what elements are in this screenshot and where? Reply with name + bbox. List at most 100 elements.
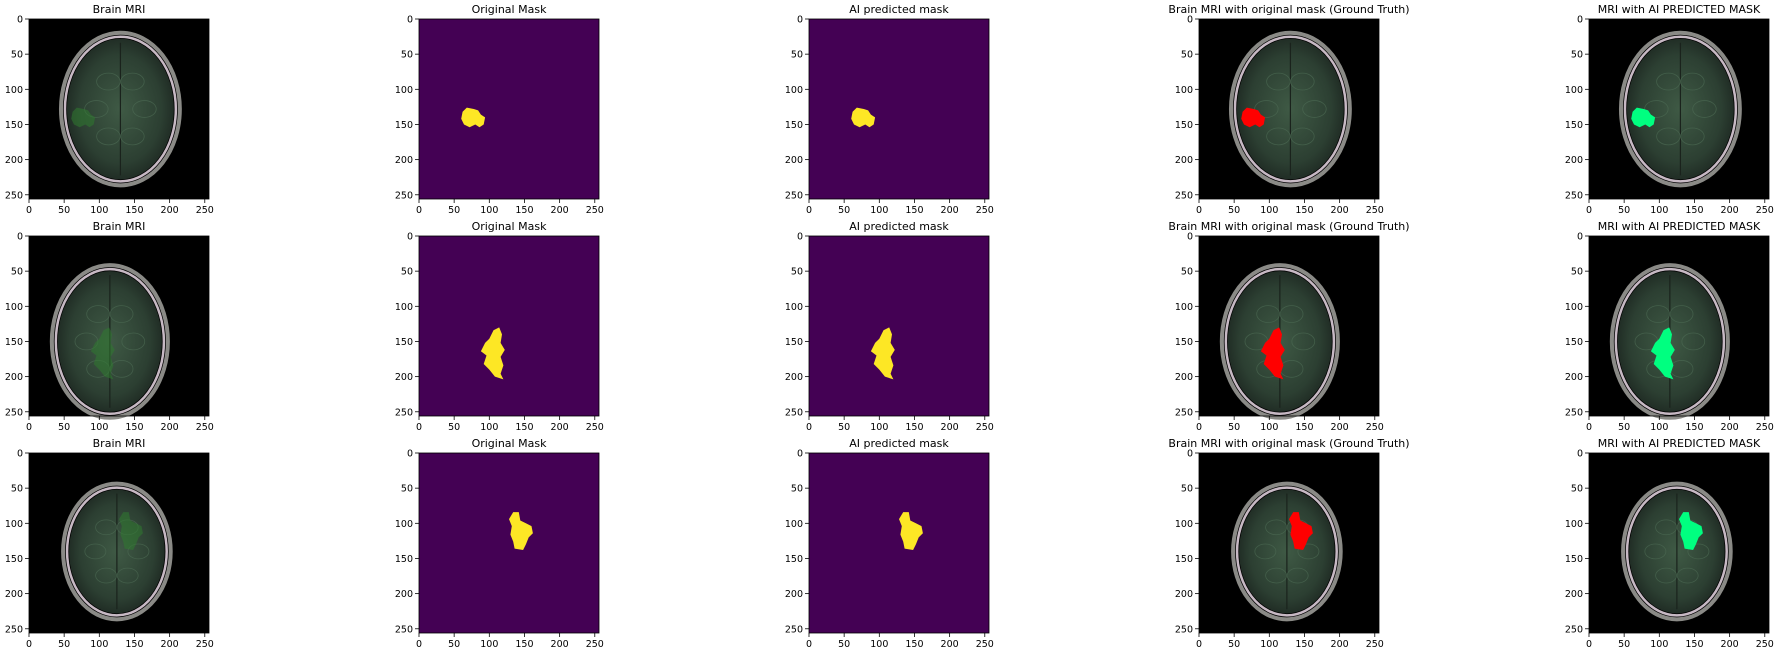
- panel-title: AI predicted mask: [849, 437, 949, 450]
- x-tick-label: 200: [1331, 422, 1349, 433]
- x-tick-label: 100: [1650, 639, 1668, 650]
- x-tick-label: 0: [1586, 205, 1592, 216]
- x-tick-label: 150: [905, 639, 923, 650]
- y-tick-label: 150: [5, 120, 23, 131]
- y-tick-label: 0: [407, 15, 413, 26]
- x-tick-label: 250: [196, 422, 214, 433]
- y-tick-label: 50: [401, 50, 413, 61]
- y-tick-label: 100: [785, 519, 803, 530]
- x-tick-label: 100: [870, 422, 888, 433]
- x-tick-label: 50: [1228, 422, 1240, 433]
- y-tick-label: 50: [791, 50, 803, 61]
- y-tick-label: 150: [5, 337, 23, 348]
- y-tick-label: 100: [1565, 302, 1583, 313]
- y-tick-label: 0: [1187, 449, 1193, 460]
- x-tick-label: 150: [515, 639, 533, 650]
- y-tick-label: 200: [785, 589, 803, 600]
- panel-title: Brain MRI: [93, 220, 146, 233]
- x-tick-label: 250: [196, 639, 214, 650]
- x-tick-label: 100: [480, 205, 498, 216]
- x-tick-label: 100: [90, 205, 108, 216]
- y-tick-label: 100: [1565, 519, 1583, 530]
- y-tick-label: 200: [5, 372, 23, 383]
- y-tick-label: 250: [1175, 407, 1193, 418]
- x-tick-label: 200: [941, 639, 959, 650]
- y-tick-label: 0: [407, 232, 413, 243]
- panel-overlay-gt: Brain MRI with original mask (Ground Tru…: [1168, 437, 1409, 650]
- y-tick-label: 50: [11, 50, 23, 61]
- panel-mri: Brain MRI 0 0 50 50 100 100 150 150 200 200 250 250: [5, 437, 214, 650]
- x-tick-label: 0: [1196, 422, 1202, 433]
- y-tick-label: 0: [797, 449, 803, 460]
- x-tick-label: 0: [416, 205, 422, 216]
- x-tick-label: 50: [1228, 205, 1240, 216]
- panel-mask-pred: AI predicted mask 0 0 50 50 100 100 150 150 200 20…: [785, 220, 994, 433]
- panel-mask-pred: AI predicted mask 0 0 50 50 100 100 150 150 200 20…: [785, 3, 994, 216]
- panel-mask: Original Mask 0 0 50 50 100 100 150 150 200 200 250…: [395, 220, 604, 433]
- x-tick-label: 250: [1366, 205, 1384, 216]
- panel-title: Original Mask: [472, 3, 548, 16]
- y-tick-label: 150: [785, 337, 803, 348]
- y-tick-label: 200: [1565, 589, 1583, 600]
- y-tick-label: 50: [791, 267, 803, 278]
- x-tick-label: 150: [1295, 205, 1313, 216]
- x-tick-label: 150: [1295, 639, 1313, 650]
- y-tick-label: 200: [1565, 372, 1583, 383]
- panel-overlay-pred: MRI with AI PREDICTED MASK 0 0 50 50 100 100 15…: [1565, 220, 1774, 433]
- y-tick-label: 200: [395, 372, 413, 383]
- y-tick-label: 50: [11, 484, 23, 495]
- y-tick-label: 0: [797, 15, 803, 26]
- y-tick-label: 50: [401, 484, 413, 495]
- x-tick-label: 200: [941, 422, 959, 433]
- y-tick-label: 250: [785, 407, 803, 418]
- x-tick-label: 150: [125, 639, 143, 650]
- y-tick-label: 0: [1577, 232, 1583, 243]
- y-tick-label: 100: [785, 302, 803, 313]
- x-tick-label: 200: [941, 205, 959, 216]
- y-tick-label: 250: [1175, 190, 1193, 201]
- y-tick-label: 200: [785, 155, 803, 166]
- mask-background: [419, 19, 599, 199]
- x-tick-label: 150: [1685, 639, 1703, 650]
- y-tick-label: 200: [1175, 155, 1193, 166]
- x-tick-label: 150: [125, 422, 143, 433]
- x-tick-label: 200: [1721, 422, 1739, 433]
- y-tick-label: 150: [1175, 337, 1193, 348]
- x-tick-label: 150: [515, 205, 533, 216]
- panel-overlay-gt: Brain MRI with original mask (Ground Tru…: [1168, 3, 1409, 216]
- panel-title: MRI with AI PREDICTED MASK: [1598, 220, 1761, 233]
- x-tick-label: 50: [58, 422, 70, 433]
- y-tick-label: 100: [1565, 85, 1583, 96]
- panel-title: Original Mask: [472, 220, 548, 233]
- y-tick-label: 200: [785, 372, 803, 383]
- x-tick-label: 50: [1228, 639, 1240, 650]
- x-tick-label: 0: [416, 422, 422, 433]
- x-tick-label: 0: [416, 639, 422, 650]
- y-tick-label: 50: [1181, 50, 1193, 61]
- y-tick-label: 0: [17, 232, 23, 243]
- y-tick-label: 0: [407, 449, 413, 460]
- x-tick-label: 250: [586, 205, 604, 216]
- y-tick-label: 250: [5, 624, 23, 635]
- y-tick-label: 0: [1187, 15, 1193, 26]
- y-tick-label: 50: [1181, 267, 1193, 278]
- panel-title: Brain MRI with original mask (Ground Tru…: [1168, 3, 1409, 16]
- y-tick-label: 0: [1577, 15, 1583, 26]
- y-tick-label: 50: [1571, 50, 1583, 61]
- y-tick-label: 200: [1175, 589, 1193, 600]
- x-tick-label: 100: [1650, 422, 1668, 433]
- y-tick-label: 150: [785, 120, 803, 131]
- panel-title: AI predicted mask: [849, 3, 949, 16]
- x-tick-label: 150: [125, 205, 143, 216]
- x-tick-label: 250: [586, 422, 604, 433]
- x-tick-label: 200: [551, 422, 569, 433]
- y-tick-label: 200: [5, 589, 23, 600]
- x-tick-label: 50: [448, 205, 460, 216]
- x-tick-label: 0: [1196, 639, 1202, 650]
- y-tick-label: 150: [1175, 120, 1193, 131]
- x-tick-label: 0: [26, 205, 32, 216]
- x-tick-label: 250: [196, 205, 214, 216]
- panel-title: Original Mask: [472, 437, 548, 450]
- y-tick-label: 50: [1181, 484, 1193, 495]
